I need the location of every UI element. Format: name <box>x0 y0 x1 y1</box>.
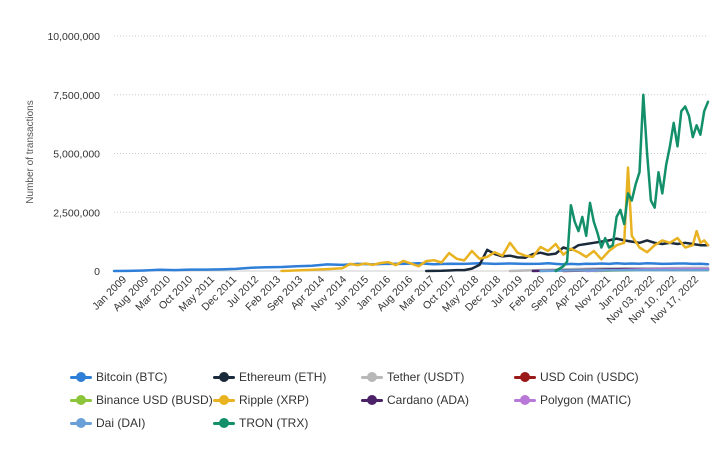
legend-swatch <box>514 394 536 406</box>
legend-label: Dai (DAI) <box>96 416 146 430</box>
series-line-dai-dai <box>539 268 710 273</box>
legend-swatch <box>213 371 235 383</box>
y-tick-label: 5,000,000 <box>53 149 100 161</box>
legend-item-polygon-matic[interactable]: Polygon (MATIC) <box>514 393 664 407</box>
legend-swatch <box>361 371 383 383</box>
legend-item-cardano-ada[interactable]: Cardano (ADA) <box>361 393 514 407</box>
y-axis-title: Number of transactions <box>25 100 36 203</box>
legend-swatch <box>70 394 92 406</box>
gridlines <box>114 35 708 272</box>
legend-item-tether-usdt[interactable]: Tether (USDT) <box>361 370 514 384</box>
series-line-ripple-xrp <box>280 166 710 273</box>
series-line-bitcoin-btc <box>112 261 710 273</box>
y-tick-label: 2,500,000 <box>53 207 100 219</box>
legend-swatch <box>213 417 235 429</box>
legend-swatch <box>361 394 383 406</box>
legend-item-dai-dai[interactable]: Dai (DAI) <box>70 416 213 430</box>
legend-item-bitcoin-btc[interactable]: Bitcoin (BTC) <box>70 370 213 384</box>
legend-item-ripple-xrp[interactable]: Ripple (XRP) <box>213 393 361 407</box>
legend-item-binance-usd-busd[interactable]: Binance USD (BUSD) <box>70 393 213 407</box>
legend-item-usd-coin-usdc[interactable]: USD Coin (USDC) <box>514 370 664 384</box>
legend-swatch <box>70 371 92 383</box>
y-tick-label: 7,500,000 <box>53 90 100 102</box>
y-tick-label: 0 <box>94 266 100 278</box>
legend-label: Binance USD (BUSD) <box>96 393 213 407</box>
y-axis: 0 2,500,000 5,000,000 7,500,000 10,000,000 <box>47 31 100 278</box>
legend-label: Ripple (XRP) <box>239 393 310 407</box>
legend-swatch <box>213 394 235 406</box>
series-line-tron-trx <box>554 93 710 273</box>
legend-item-tron-trx[interactable]: TRON (TRX) <box>213 416 361 430</box>
legend: Bitcoin (BTC) Ethereum (ETH) Tether (USDT)… <box>70 370 670 430</box>
legend-label: Polygon (MATIC) <box>540 393 632 407</box>
legend-swatch <box>70 417 92 429</box>
legend-label: Ethereum (ETH) <box>239 370 327 384</box>
legend-label: USD Coin (USDC) <box>540 370 639 384</box>
legend-swatch <box>514 371 536 383</box>
series-layer <box>112 93 710 273</box>
legend-label: Bitcoin (BTC) <box>96 370 168 384</box>
legend-label: Cardano (ADA) <box>387 393 470 407</box>
legend-item-ethereum-eth[interactable]: Ethereum (ETH) <box>213 370 361 384</box>
legend-label: Tether (USDT) <box>387 370 465 384</box>
legend-label: TRON (TRX) <box>239 416 309 430</box>
y-tick-label: 10,000,000 <box>47 31 100 43</box>
